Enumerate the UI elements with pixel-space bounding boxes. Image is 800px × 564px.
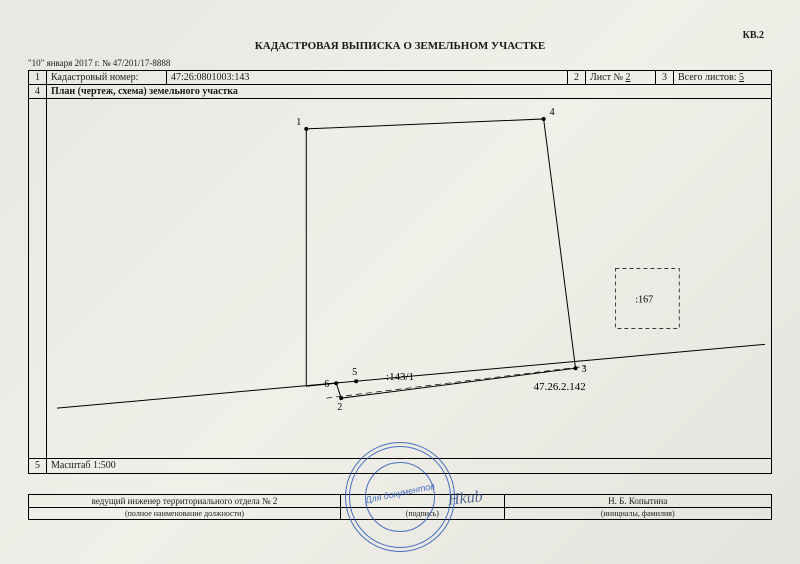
signature-block: ведущий инженер территориального отдела … [28,494,772,520]
sig-mid-sub: (подпись) [341,507,504,519]
svg-text:6: 6 [324,379,329,390]
svg-text:5: 5 [352,367,357,378]
total-num: 5 [739,72,744,83]
cell-1-num: 1 [29,71,47,85]
svg-text::143/1: :143/1 [386,371,414,383]
cell-4-num: 4 [29,85,47,99]
cell-3-num: 3 [656,71,674,85]
svg-text::167: :167 [635,294,653,305]
sig-left-sub: (полное наименование должности) [29,507,341,519]
cell-2-num: 2 [568,71,586,85]
cell-5-label: Масштаб 1:500 [47,459,772,473]
signature-scribble: Hkub [447,488,483,510]
svg-text:4: 4 [550,107,555,118]
cell-sheet: Лист № 2 [586,71,656,85]
plan-left-gutter [29,99,47,458]
sig-right: Н. Б. Копытина [504,494,772,507]
cell-total: Всего листов: 5 [674,71,772,85]
plan-container: 1 4 3 2 6 5 :143/1 47.26.2.142 :167 [28,99,772,459]
cell-5-num: 5 [29,459,47,473]
scale-row: 5 Масштаб 1:500 [28,459,772,474]
total-label: Всего листов: [678,72,739,83]
svg-text:2: 2 [337,402,342,413]
plan-area: 1 4 3 2 6 5 :143/1 47.26.2.142 :167 [47,99,771,458]
svg-text:3: 3 [582,364,587,375]
header-table: 1 Кадастровый номер: 47:26:0801003:143 2… [28,70,772,99]
sig-right-sub: (инициалы, фамилия) [504,507,772,519]
sig-left: ведущий инженер территориального отдела … [29,494,341,507]
svg-text:47.26.2.142: 47.26.2.142 [534,381,586,393]
cell-1-value: 47:26:0801003:143 [167,71,568,85]
sheet-num: 2 [625,72,630,83]
cell-1-label: Кадастровый номер: [47,71,167,85]
date-and-ref: "10" января 2017 г. № 47/201/17-8888 [28,58,772,68]
svg-text:1: 1 [296,117,301,128]
plan-svg: 1 4 3 2 6 5 :143/1 47.26.2.142 :167 [47,99,771,458]
cell-4-label: План (чертеж, схема) земельного участка [47,85,772,99]
doc-title: КАДАСТРОВАЯ ВЫПИСКА О ЗЕМЕЛЬНОМ УЧАСТКЕ [28,40,772,52]
sheet-label: Лист № [590,72,625,83]
